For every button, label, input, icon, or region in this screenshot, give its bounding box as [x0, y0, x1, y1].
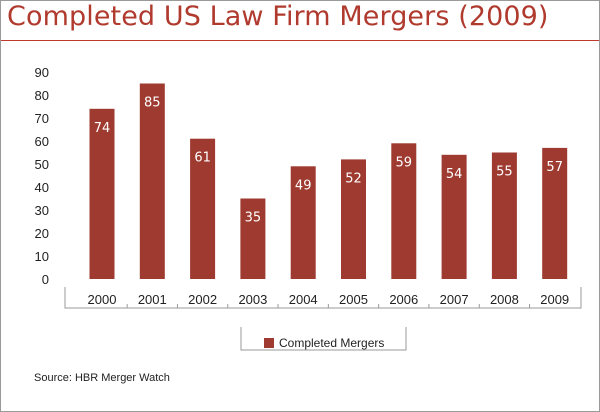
title-divider	[1, 40, 599, 41]
bar-data-label: 61	[194, 151, 211, 166]
x-tick-label: 2009	[540, 292, 569, 307]
y-tick-label: 0	[42, 272, 49, 287]
x-tick-label: 2004	[289, 292, 318, 307]
y-tick-label: 80	[35, 88, 49, 103]
bar	[139, 83, 165, 279]
bars-group: 74 85 61 35 49 52 59 54 55 57	[89, 83, 568, 279]
y-tick-label: 30	[35, 203, 49, 218]
bar	[491, 152, 517, 279]
bar-data-label: 54	[446, 167, 463, 182]
legend: Completed Mergers	[240, 327, 407, 351]
bar-data-label: 74	[94, 121, 111, 136]
legend-box	[240, 327, 407, 351]
y-tick-label: 10	[35, 249, 49, 264]
x-tick-label: 2005	[339, 292, 368, 307]
bar	[290, 166, 316, 279]
source-note: Source: HBR Merger Watch	[34, 372, 170, 384]
x-tick-label: 2008	[490, 292, 519, 307]
bar	[391, 143, 417, 279]
x-axis-frame	[64, 287, 582, 309]
x-tick-label: 2002	[188, 292, 217, 307]
y-tick-label: 50	[35, 157, 49, 172]
legend-label: Completed Mergers	[279, 336, 384, 350]
legend-swatch	[264, 338, 274, 348]
x-axis: 2000 2001 2002 2003 2004 2005 2006 2007 2008 2009	[64, 287, 582, 309]
bar-data-label: 35	[245, 211, 262, 226]
bar	[441, 154, 467, 279]
x-tick-label: 2007	[440, 292, 469, 307]
bar	[190, 138, 216, 279]
y-tick-label: 20	[35, 226, 49, 241]
x-tick-label: 2001	[138, 292, 167, 307]
x-tick-label: 2003	[238, 292, 267, 307]
bar-data-label: 59	[396, 155, 413, 170]
y-axis: 0 10 20 30 40 50 60 70 80 90	[35, 65, 49, 287]
x-tick-label: 2000	[88, 292, 117, 307]
bar-data-label: 55	[496, 165, 513, 180]
y-tick-label: 70	[35, 111, 49, 126]
bar-data-label: 57	[546, 160, 563, 175]
chart-title: Completed US Law Firm Mergers (2009)	[7, 1, 549, 32]
bar-data-label: 85	[144, 96, 161, 111]
y-tick-label: 60	[35, 134, 49, 149]
bar	[240, 198, 266, 279]
x-tick-label: 2006	[389, 292, 418, 307]
bar-data-label: 49	[295, 178, 312, 193]
bar	[542, 147, 568, 279]
bar	[89, 108, 115, 279]
y-tick-label: 40	[35, 180, 49, 195]
y-tick-label: 90	[35, 65, 49, 80]
bar-data-label: 52	[345, 171, 362, 186]
bar	[341, 159, 366, 279]
